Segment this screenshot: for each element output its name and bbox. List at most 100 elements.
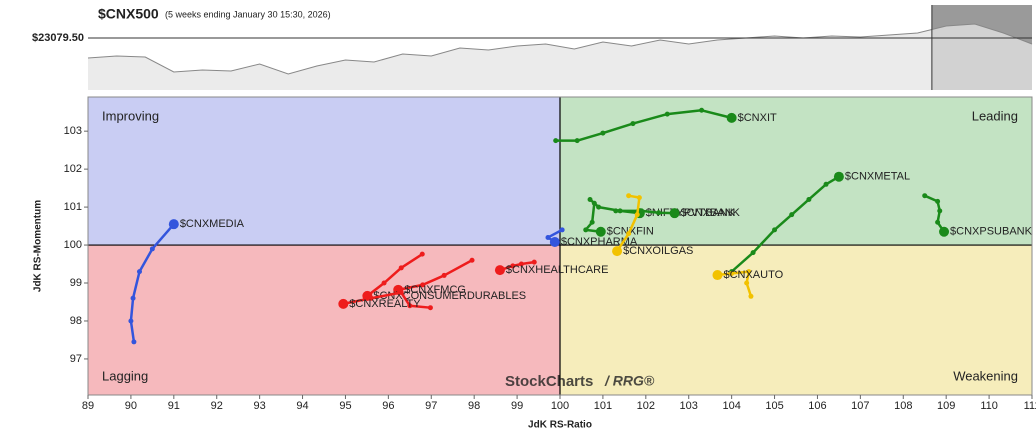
x-tick-label: 100 [551,400,569,412]
trail-point [596,204,602,210]
x-tick-label: 110 [980,400,998,412]
series-label: $CNXAUTO [723,269,783,281]
trail-point [469,257,475,263]
trail-point [553,138,559,144]
price-panel: $23079.50 [32,5,1033,90]
trail-point [600,130,606,136]
quadrant-label: Leading [972,108,1018,123]
quadrant [88,97,560,246]
trail-point [639,208,645,214]
trail-point [574,138,580,144]
trail-point [545,234,551,240]
trail-point [823,181,829,187]
trail-line [499,260,535,272]
x-tick-label: 103 [680,400,698,412]
x-tick-label: 99 [511,400,523,412]
y-axis-title: JdK RS-Momentum [33,200,44,292]
trail-point [136,269,142,275]
series-label: $CNXBANK [681,207,741,219]
trail-point [589,219,595,225]
y-tick-label: 103 [64,125,82,137]
trail-point [613,208,619,214]
trail-line [366,253,423,297]
trail-point [634,212,640,218]
head-point [595,226,606,237]
head-point [833,171,844,182]
x-tick-label: 98 [468,400,480,412]
series-label: $NIFTYPVTBANK [646,207,736,219]
trail-point [441,272,447,278]
x-tick-label: 91 [168,400,180,412]
trail-point [748,293,754,299]
trail-point [630,121,636,127]
x-tick-label: 108 [894,400,912,412]
price-area [88,24,1032,90]
x-tick-label: 107 [851,400,869,412]
trail-point [626,193,632,199]
x-tick-label: 96 [382,400,394,412]
trail-point [531,259,537,265]
y-tick-label: 98 [70,315,82,327]
series-label: $CNXHEALTHCARE [506,264,608,276]
trail-point [559,227,565,233]
series-label: $CNXREALTY [349,298,421,310]
head-point [939,226,950,237]
trail-line [584,203,601,234]
series-label: $CNXPSUBANK [950,226,1033,238]
x-tick-label: 102 [637,400,655,412]
trail-line [615,209,675,215]
trail-point [772,227,778,233]
head-point [726,112,737,123]
x-tick-label: 97 [425,400,437,412]
series-label: $CNXCONSUMERDURABLES [373,290,526,302]
chart-title: $CNX500 [98,6,159,22]
x-tick-label: 92 [211,400,223,412]
trail-point [626,231,632,237]
trail-point [664,111,670,117]
trail-point [636,195,642,201]
series-label: $CNXIT [738,112,777,124]
quadrant-label: Weakening [953,368,1018,383]
reference-label: $23079.50 [32,32,84,44]
trail-point [806,196,812,202]
watermark: / RRG® [604,373,655,389]
chart-subtitle: (5 weeks ending January 30 15:30, 2026) [165,9,331,19]
watermark: StockCharts [505,373,593,390]
price-line [87,23,1033,75]
quadrant [88,245,560,395]
x-tick-label: 109 [937,400,955,412]
trail-point [591,200,597,206]
trail-line [397,259,473,292]
x-axis-title: JdK RS-Ratio [528,420,592,431]
trail-point [729,271,735,277]
x-tick-label: 89 [82,400,94,412]
trail-point [922,193,928,199]
series-label: $CNXFMCG [404,284,466,296]
x-tick-label: 111 [1024,400,1036,412]
trail-point [750,250,756,256]
head-point [549,237,560,248]
trail-point [935,198,941,204]
y-tick-label: 102 [64,163,82,175]
x-tick-label: 104 [722,400,740,412]
x-tick-label: 95 [339,400,351,412]
series-label: $CNXMETAL [845,171,910,183]
trail-point [518,261,524,267]
trail-point [510,263,516,269]
y-tick-label: 100 [64,239,82,251]
trail-point [419,251,425,257]
trail-point [935,219,941,225]
trail-point [427,305,433,311]
head-point [669,208,680,219]
trail-point [368,295,374,301]
trail-point [789,212,795,218]
x-tick-label: 101 [594,400,612,412]
y-tick-label: 101 [64,201,82,213]
y-tick-label: 97 [70,353,82,365]
trail-point [746,269,752,275]
quadrant-label: Lagging [102,368,148,383]
rrg-panel: Improving Leading Lagging Weakening StockCha… [33,96,1036,431]
quadrant [560,245,1032,395]
trail-line [129,223,175,343]
